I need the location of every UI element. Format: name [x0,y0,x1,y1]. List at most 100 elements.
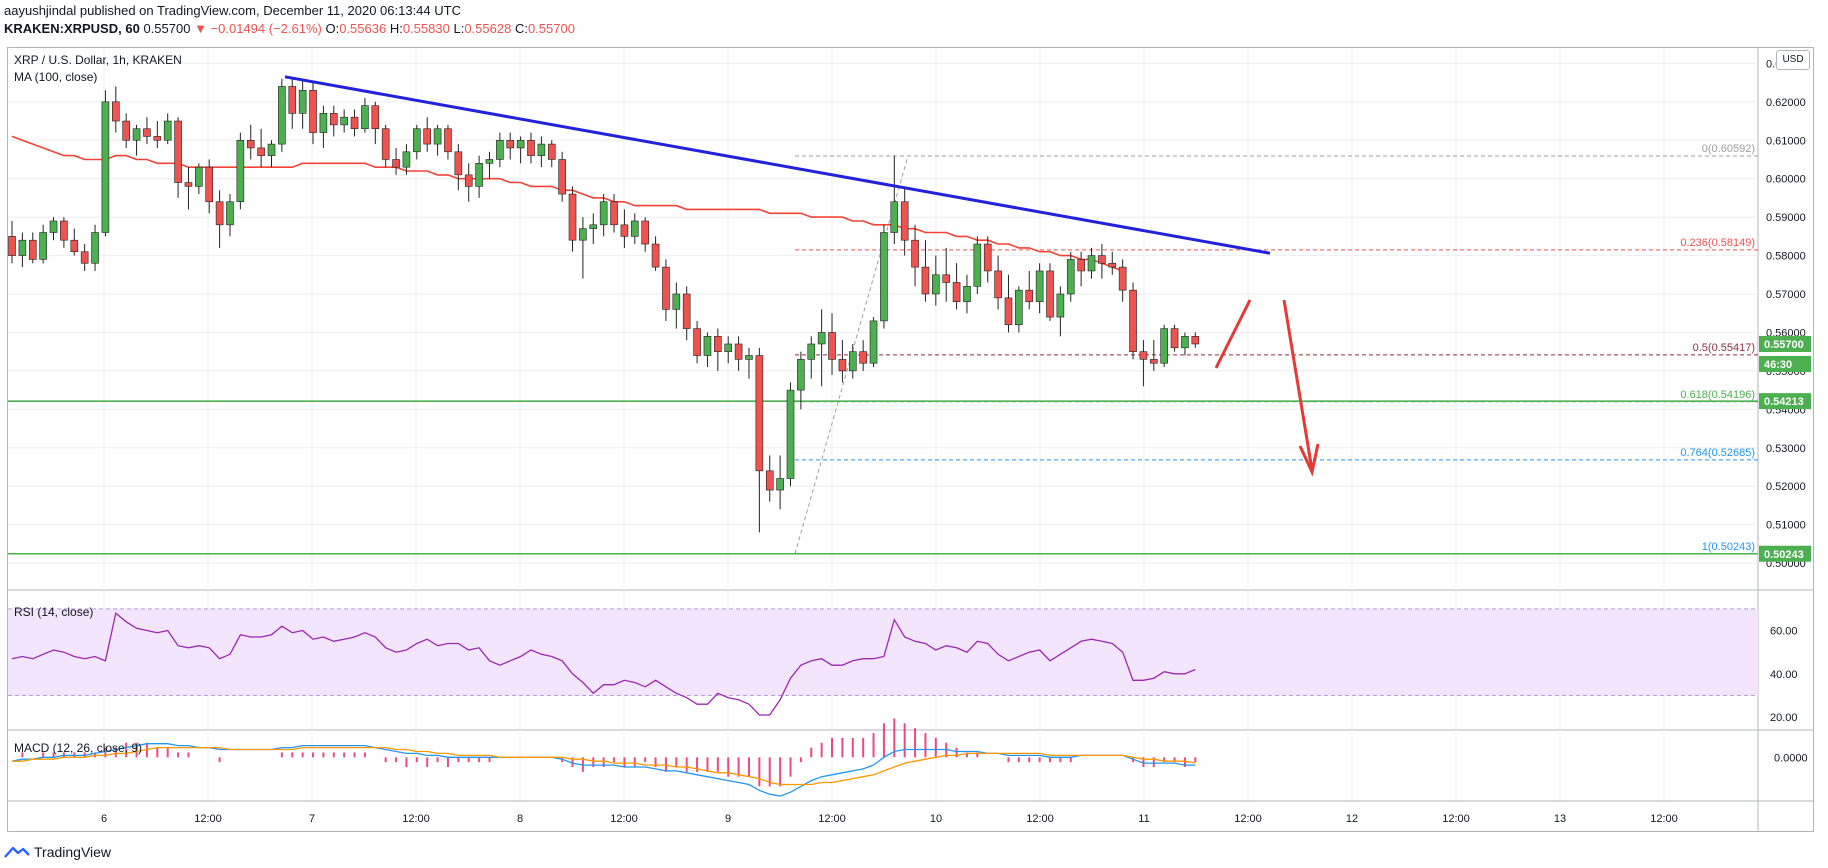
candle-body [734,343,743,360]
price-tag: 0.54213 [1764,396,1804,408]
candle [547,140,556,168]
candle [8,220,16,264]
candle-body [1025,289,1034,303]
candle-body [122,120,130,141]
candle-body [39,232,47,260]
candle [1035,263,1044,314]
candle [246,124,255,160]
time-tick-label: 13 [1554,813,1566,825]
candle [641,217,649,252]
candle-body [485,159,494,164]
candle-body [60,220,68,241]
candle-body [911,239,919,268]
candle-body [1046,270,1054,318]
time-tick-label: 6 [101,813,107,825]
candle [267,140,276,168]
candle [1066,251,1075,302]
candle [381,124,390,168]
candle [163,113,172,145]
candle-body [298,89,307,114]
time-tick-label: 12:00 [1026,813,1054,825]
candle-body [755,355,764,472]
price-tag-bg [1759,393,1811,410]
candle [589,213,598,245]
time-tick-label: 9 [725,813,731,825]
candle [1025,270,1034,310]
time-tick-label: 12:00 [818,813,846,825]
candle [900,186,909,256]
candle-body [257,147,265,156]
macd-legend: MACD (12, 26, close, 9) [14,741,143,755]
candle [319,105,328,148]
candle [112,86,120,133]
candle [890,155,899,245]
low-label: L: [453,21,465,36]
candle [1087,247,1096,279]
candle-body [267,143,276,156]
candle [817,309,826,387]
candle-body [1191,335,1200,345]
candle-body [817,332,826,345]
candle-body [1129,289,1137,352]
candle-body [18,239,27,256]
price-tick-label: 0.61000 [1766,135,1806,147]
candle [983,236,992,283]
candle-body [776,478,784,491]
price-tick-label: 0.51000 [1766,520,1806,532]
candle-body [859,351,867,364]
low-value: 0.55628 [464,21,512,36]
candle-body [651,243,660,268]
candle [558,151,566,202]
candle-body [599,201,608,226]
candle [1004,274,1013,333]
candle-body [630,220,639,237]
candle [880,224,888,329]
fib-level-label: 0.618(0.54196) [1680,389,1755,401]
candle [371,101,380,145]
candle-body [1108,262,1117,268]
time-tick-label: 12:00 [1234,813,1262,825]
candle-body [413,128,421,153]
candle [703,332,712,368]
candle-body [1181,335,1189,349]
candle [298,78,307,129]
candle [39,224,47,264]
candle [797,351,805,410]
high-value: 0.55830 [402,21,450,36]
publish-info: aayushjindal published on TradingView.co… [4,3,461,18]
candle-body [662,266,670,310]
rsi-line [11,612,1196,716]
candle [1118,259,1127,302]
candle [195,163,203,195]
macd-line [11,743,1196,797]
time-tick-label: 7 [309,813,315,825]
candle-body [1035,270,1044,303]
candle [506,132,515,160]
down-arrow-line [1282,299,1314,471]
candle-body [70,239,79,253]
candle [662,259,670,321]
candle-body [714,335,722,352]
time-tick-label: 12:00 [610,813,638,825]
candle [1046,263,1054,321]
candle [1077,251,1085,287]
macd-tick-label: 0.0000 [1774,752,1808,764]
candle-body [932,274,940,295]
time-tick-label: 12:00 [1650,813,1678,825]
candle [288,78,297,129]
candle [184,167,193,210]
price-tick-label: 0.53000 [1766,443,1806,455]
rsi-tick-label: 40.00 [1770,669,1798,681]
candle-body [28,239,37,260]
chart-frame[interactable] [7,47,1814,832]
time-tick-label: 12 [1346,813,1358,825]
candle [413,124,421,160]
candle-body [506,139,515,149]
currency-button[interactable]: USD [1776,50,1810,70]
time-tick-label: 12:00 [402,813,430,825]
rsi-legend: RSI (14, close) [14,605,94,619]
candle [423,117,432,152]
fib-level-label: 0.764(0.52685) [1680,447,1755,459]
tradingview-footer[interactable]: TradingView [4,844,111,860]
